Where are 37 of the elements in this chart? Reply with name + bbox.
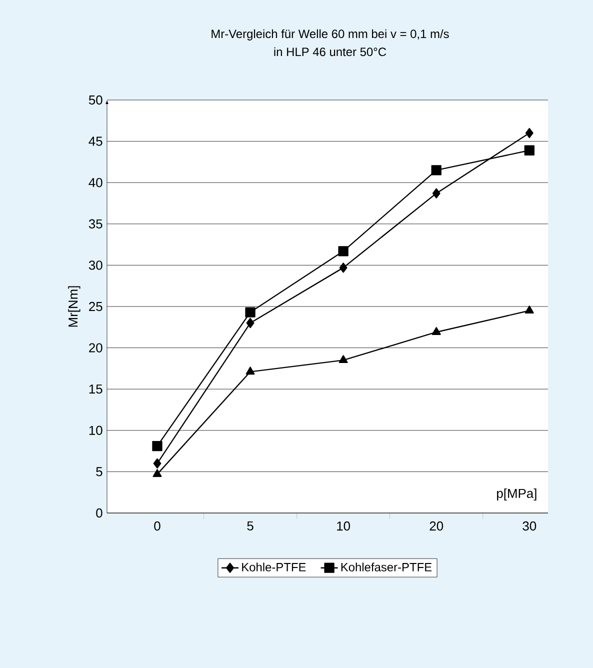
point xyxy=(431,165,442,176)
y-tick-label: 25 xyxy=(89,302,102,312)
y-tick-label: 15 xyxy=(89,384,102,394)
point xyxy=(525,128,534,138)
y-tick-label: 20 xyxy=(89,343,102,352)
x-tick-label: 0 xyxy=(154,521,160,531)
point xyxy=(524,145,534,156)
x-tick-label: 10 xyxy=(337,521,350,531)
point xyxy=(432,188,440,198)
point xyxy=(246,366,255,375)
point xyxy=(153,458,162,469)
y-tick-label: 10 xyxy=(89,426,102,435)
point xyxy=(338,355,348,364)
y-axis-title: Mr[Nm] xyxy=(68,286,80,327)
x-axis-title: p[MPa] xyxy=(497,488,536,501)
y-tick-label: 5 xyxy=(96,467,102,476)
y-tick-label: 45 xyxy=(88,136,102,146)
chart-subtitle: in HLP 46 unter 50°C xyxy=(274,47,386,56)
legend-label: Kohle-PTFE xyxy=(242,562,306,572)
chart-title: Mr-Vergleich für Welle 60 mm bei v = 0,1 m/s xyxy=(212,29,449,40)
y-tick-label: 35 xyxy=(88,219,102,228)
point xyxy=(245,307,256,318)
y-tick-label: 40 xyxy=(88,178,102,188)
point xyxy=(152,469,162,478)
point xyxy=(432,327,441,335)
legend-label: Kohlefaser-PTFE xyxy=(341,562,432,572)
x-tick-label: 30 xyxy=(522,521,536,531)
y-tick-label: 50 xyxy=(88,95,102,105)
x-tick-label: 20 xyxy=(430,521,444,531)
point xyxy=(152,441,162,452)
point xyxy=(524,306,534,314)
x-tick-label: 5 xyxy=(247,521,254,530)
y-tick-label: 30 xyxy=(88,260,102,270)
point xyxy=(338,246,348,256)
point xyxy=(246,318,254,328)
y-tick-label: 0 xyxy=(96,508,102,518)
point xyxy=(339,262,348,273)
